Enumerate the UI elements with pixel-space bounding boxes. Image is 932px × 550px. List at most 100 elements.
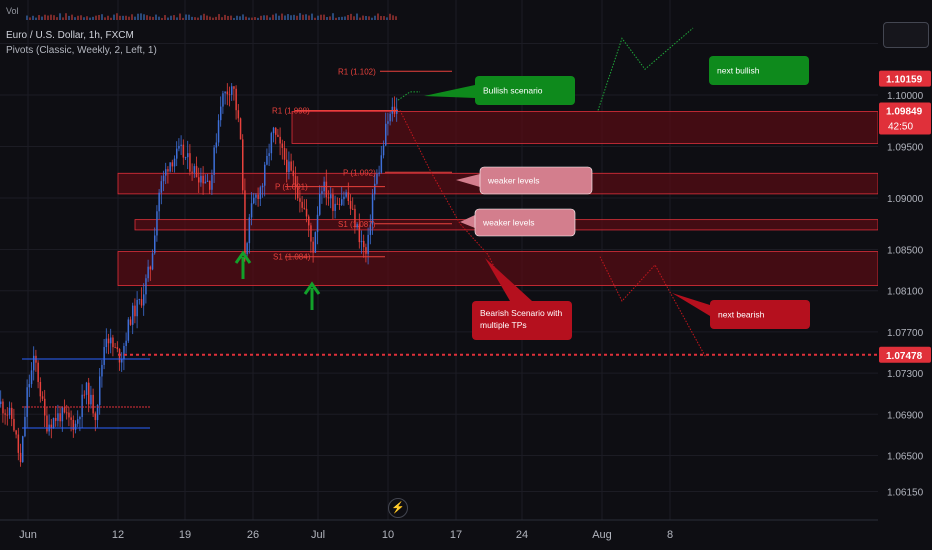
volume-bar (152, 16, 154, 20)
time-tick-label: 26 (247, 529, 259, 541)
volume-bar (242, 14, 244, 20)
candle-body (332, 194, 334, 211)
volume-bar (50, 14, 52, 20)
candle-body (132, 305, 134, 325)
candle-body (99, 376, 101, 405)
candle-body (162, 175, 165, 182)
volume-bar (212, 17, 214, 20)
volume-bar (170, 15, 172, 20)
candle-body (354, 208, 356, 228)
price-tick-label: 1.10000 (887, 91, 924, 102)
candle-body (180, 144, 182, 146)
candle-body (259, 187, 262, 199)
candle-body (15, 430, 17, 435)
candle-body (112, 337, 114, 348)
candle-body (72, 419, 75, 430)
candle-body (211, 174, 213, 190)
candle-body (52, 417, 55, 428)
candle-body (325, 181, 328, 198)
chart-menu-button[interactable] (883, 22, 929, 48)
candle-body (138, 299, 141, 300)
volume-bar (44, 14, 46, 20)
candle-body (33, 355, 35, 371)
next-bearish-text: next bearish (718, 310, 765, 320)
volume-bar (104, 17, 106, 20)
candle-body (264, 164, 266, 186)
time-tick-label: 10 (382, 529, 394, 541)
volume-bar (395, 16, 397, 20)
volume-bar (47, 15, 49, 20)
candle-body (321, 191, 323, 194)
candle-body (299, 198, 301, 202)
candle-body (369, 224, 372, 235)
next-bullish-text: next bullish (717, 66, 760, 76)
volume-bar (92, 16, 94, 20)
candle-body (57, 413, 59, 421)
price-tag-bg (879, 102, 931, 135)
pivot-levels: R1 (1.102) R1 (1.098) P (1.092) P (1.091) S1… (272, 67, 452, 262)
candle-body (213, 147, 215, 175)
volume-bar (191, 16, 193, 20)
candle-body (140, 299, 143, 306)
candle-body (59, 413, 61, 422)
green-up-arrow (234, 250, 252, 279)
candle-body (396, 108, 398, 114)
candle-body (242, 139, 244, 191)
candle-body (226, 91, 229, 95)
bearish-scenario-pointer (485, 258, 532, 301)
volume-bar (365, 15, 367, 20)
volume-bar (26, 15, 28, 20)
pivot-label: P (1.091) (275, 183, 308, 192)
candle-body (74, 423, 77, 430)
volume-bar (299, 13, 301, 20)
flash-icon[interactable]: ⚡ (388, 498, 408, 518)
volume-bar (197, 17, 199, 20)
volume-bar (263, 15, 265, 20)
candle-body (272, 127, 275, 134)
candle-body (371, 194, 374, 225)
candle-body (125, 340, 127, 346)
volume-bar (218, 14, 220, 20)
volume-bar (317, 15, 319, 20)
projections (397, 27, 707, 358)
volume-bar (161, 17, 163, 20)
volume-bar (155, 14, 157, 20)
volume-bar (131, 14, 133, 20)
chart-title[interactable]: Euro / U.S. Dollar, 1h, FXCM (6, 30, 134, 41)
weaker-levels-1-pointer (456, 174, 480, 187)
volume-bar (233, 17, 235, 20)
volume-bar (254, 17, 256, 20)
volume-bar (344, 16, 346, 20)
candle-body (202, 175, 204, 184)
price-tick-label: 1.08100 (887, 287, 924, 298)
candle-body (215, 142, 218, 148)
time-tick-label: 12 (112, 529, 124, 541)
volume-bar (350, 13, 352, 20)
volume-bar (392, 15, 394, 20)
volume-bar (194, 17, 196, 20)
volume-bar (137, 13, 139, 20)
bearish-path-far (599, 256, 707, 358)
bearish-scenario-box (472, 301, 572, 340)
candle-body (134, 305, 136, 317)
volume-bar (101, 14, 103, 20)
candle-body (248, 217, 251, 244)
candle-body (244, 190, 246, 255)
price-tag-bg (879, 346, 931, 363)
indicator-label[interactable]: Pivots (Classic, Weekly, 2, Left, 1) (6, 45, 157, 56)
volume-bar (164, 15, 166, 20)
candle-body (11, 407, 13, 419)
candle-body (360, 240, 363, 243)
candle-body (380, 155, 383, 173)
candle-body (96, 404, 99, 421)
volume-bar (323, 14, 325, 20)
volume-bar (215, 16, 217, 20)
bullish-scenario-pointer (424, 85, 475, 98)
candle-body (356, 224, 358, 228)
candle-body (167, 169, 169, 172)
volume-bar (290, 15, 292, 20)
weaker-levels-2-callout: weaker levels (460, 208, 576, 237)
arrow-head (303, 281, 321, 295)
candle-body (169, 162, 171, 172)
